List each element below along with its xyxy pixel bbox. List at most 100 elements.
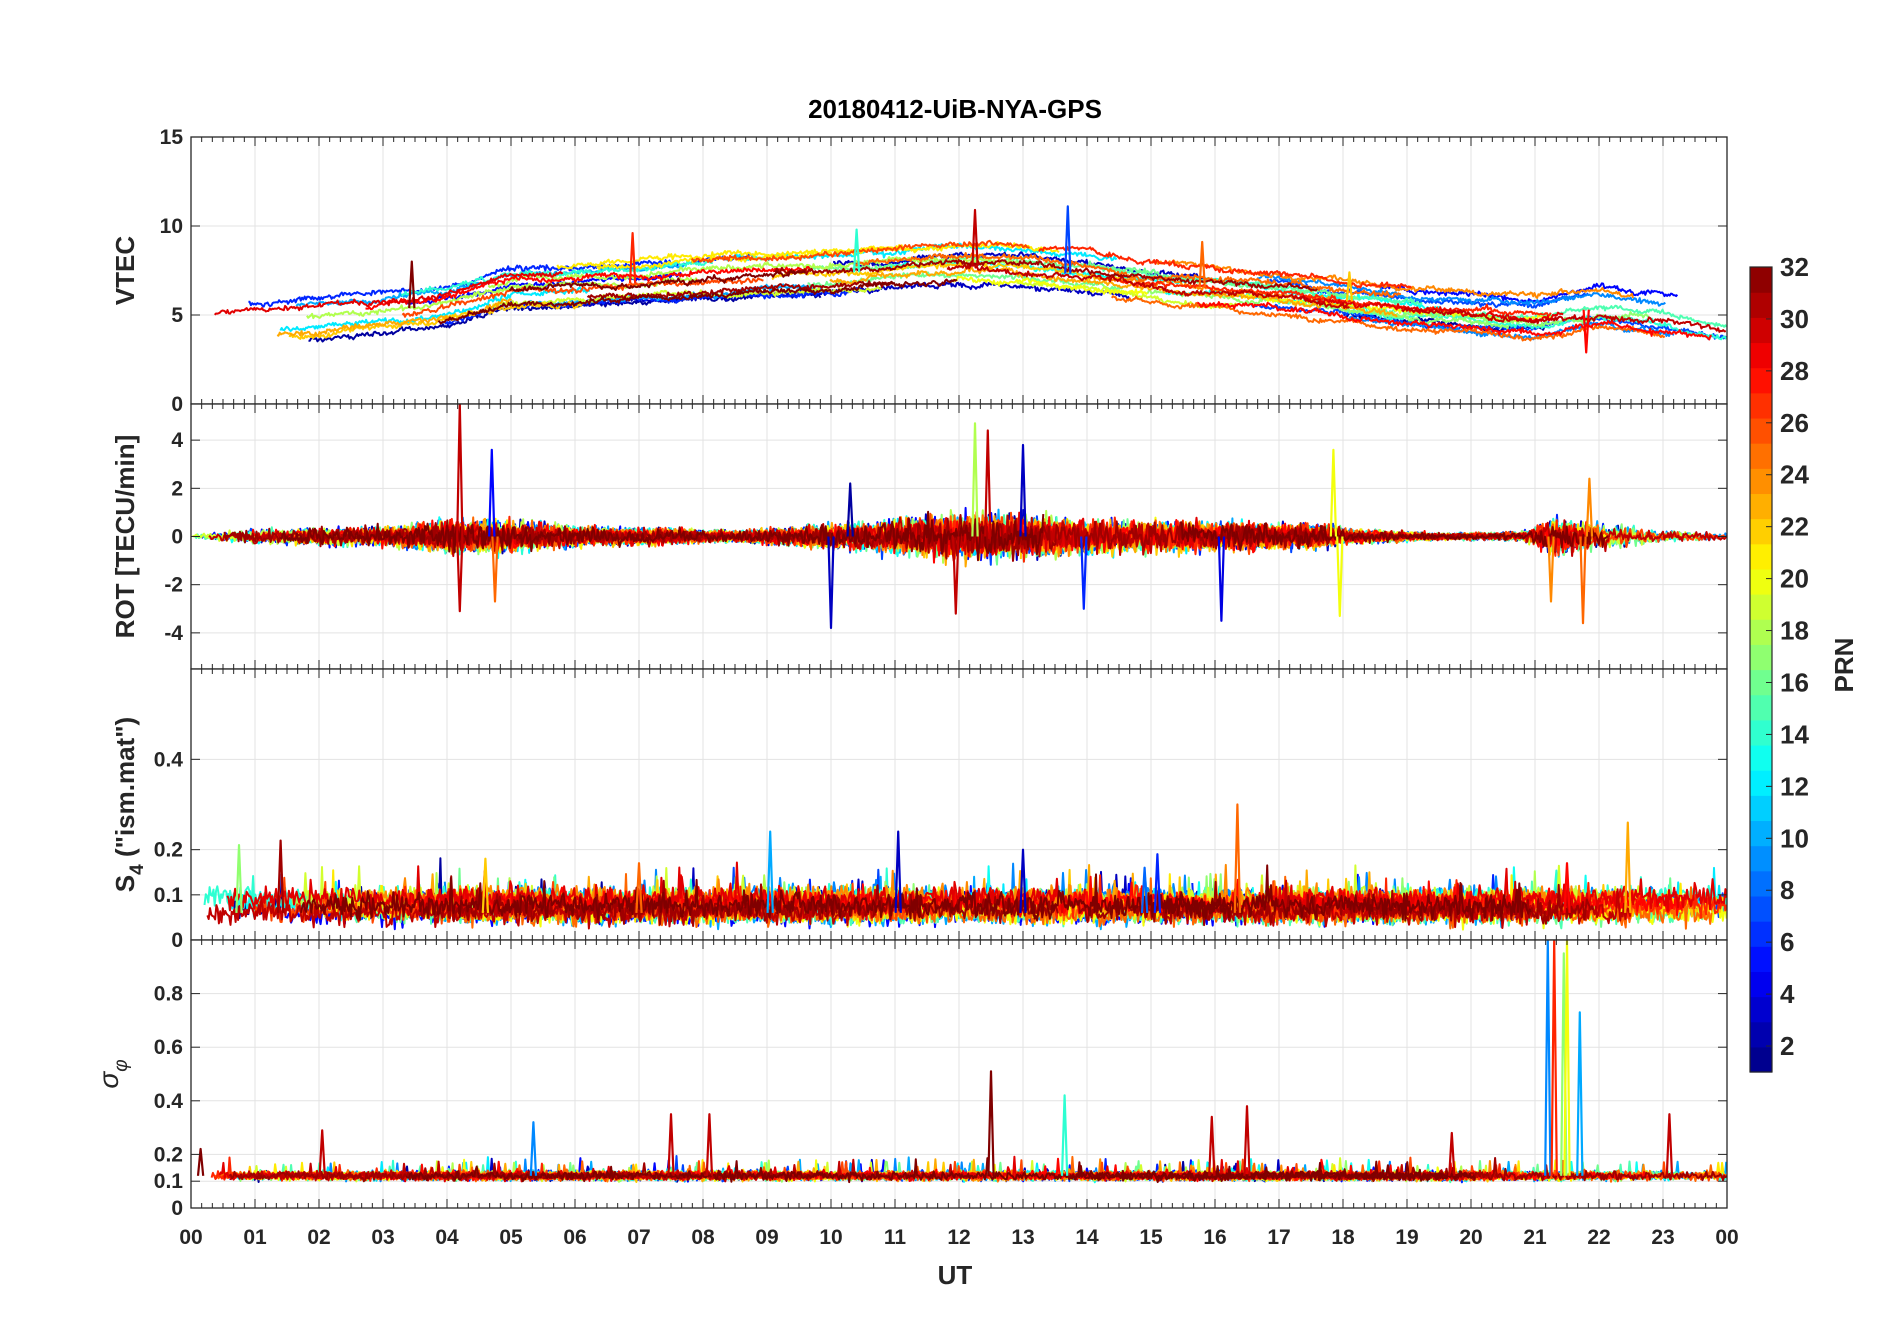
spike-prn-30 [705, 1113, 714, 1176]
colorbar-swatch [1750, 870, 1772, 897]
panel-sigma: 0 0.1 0.2 0.4 0.6 0.8 σφ [93, 939, 1728, 1220]
spike-prn-30 [952, 536, 960, 615]
spikes-sigma [196, 940, 1674, 1176]
colorbar-swatch [1750, 921, 1772, 947]
colorbar-swatch [1750, 367, 1772, 394]
spike-prn-3 [1019, 848, 1027, 913]
colorbar-swatch [1750, 669, 1772, 696]
y-tick-label: 0.8 [154, 983, 184, 1006]
colorbar-swatch [1750, 770, 1772, 796]
series-prn-32 [279, 510, 1045, 562]
spike-prn-30 [318, 1129, 326, 1176]
x-tick-label: 07 [627, 1226, 650, 1249]
colorbar-swatch [1750, 619, 1772, 645]
x-tick-label: 09 [755, 1226, 778, 1249]
colorbar-tick-label: 4 [1780, 979, 1795, 1009]
x-tick-label: 20 [1459, 1226, 1482, 1249]
colorbar-swatch [1750, 845, 1772, 872]
series-group-rot [191, 506, 1727, 568]
spike-prn-3 [827, 536, 835, 630]
spike-prn-18 [971, 422, 979, 537]
spike-prn-32 [196, 1147, 205, 1176]
series-prn-32 [1070, 1160, 1476, 1182]
series-group-sigma [210, 1155, 1727, 1184]
panel-rot: -4 -2 0 2 4 ROT [TECU/min] [110, 403, 1728, 670]
y-tick-label: 0.4 [154, 748, 184, 771]
spike-prn-32 [987, 1070, 995, 1176]
colorbar-swatch [1750, 518, 1772, 545]
colorbar-tick-label: 30 [1780, 304, 1809, 334]
panel-vtec: 0 5 10 15 VTEC [110, 126, 1728, 416]
spike-prn-25 [635, 862, 643, 913]
x-tick-label: 04 [435, 1226, 459, 1249]
series-prn-28 [365, 266, 812, 311]
series-prn-32 [437, 278, 958, 325]
colorbar-tick-label: 24 [1780, 460, 1809, 490]
colorbar-swatch [1750, 443, 1772, 469]
series-prn-31 [773, 259, 1318, 292]
spike-prn-20 [1563, 940, 1571, 1176]
spike-prn-20 [1336, 536, 1344, 618]
x-ticks-s4 [190, 669, 1728, 940]
colorbar-frame [1749, 266, 1773, 1073]
x-tick-label: 10 [819, 1226, 842, 1249]
x-tick-label: 23 [1651, 1226, 1674, 1249]
colorbar-swatch [1750, 292, 1772, 318]
spike-prn-10 [766, 830, 774, 913]
spike-prn-30 [456, 536, 464, 613]
y-tick-label: 0 [171, 929, 183, 952]
y-tick-label: 2 [171, 477, 183, 500]
y-axis-label-rest: ("ism.mat") [110, 717, 140, 864]
spike-prn-14 [852, 228, 861, 273]
spike-prn-22 [481, 857, 490, 913]
colorbar-label: PRN [1829, 638, 1859, 693]
y-tick-label: 0 [171, 1197, 183, 1220]
series-prn-20 [952, 275, 1149, 296]
x-tick-label: 18 [1331, 1226, 1355, 1249]
y-axis-label-sub: φ [111, 1059, 132, 1071]
y-tick-label: 0.1 [154, 884, 184, 907]
colorbar-tick-label: 6 [1780, 927, 1794, 957]
series-prn-32 [405, 1157, 1469, 1184]
spike-prn-20 [1329, 448, 1338, 537]
colorbar-tick-label: 8 [1780, 875, 1794, 905]
series-prn-32 [1180, 521, 1609, 552]
x-tick-label: 08 [691, 1226, 715, 1249]
series-prn-14 [1346, 308, 1727, 341]
figure-title: 20180412-UiB-NYA-GPS [808, 94, 1102, 124]
y-tick-label: 0.6 [154, 1036, 183, 1059]
y-axis-label-main: S [110, 875, 140, 892]
panel-s4: 0 0.1 0.2 0.4 S4 ("ism.mat") [110, 668, 1728, 952]
colorbar-swatch [1750, 719, 1772, 746]
series-prn-32 [508, 268, 806, 293]
spike-prn-2 [846, 482, 854, 537]
x-tick-label: 17 [1267, 1226, 1290, 1249]
spike-prn-22 [1345, 271, 1354, 302]
grid-sigma [191, 940, 1727, 1209]
spike-prn-30 [984, 429, 992, 537]
spike-prn-23 [1624, 821, 1632, 913]
colorbar-tick-label: 12 [1780, 771, 1809, 801]
y-axis-label-rot: ROT [TECU/min] [110, 435, 140, 639]
y-tick-label: 5 [171, 304, 183, 327]
colorbar-tick-label: 22 [1780, 512, 1809, 542]
colorbar-swatch [1750, 971, 1772, 998]
x-axis-label: UT [938, 1260, 973, 1290]
y-axis-label-sub: 4 [127, 864, 148, 875]
colorbar-swatch [1750, 392, 1772, 419]
spike-prn-28 [1563, 862, 1571, 913]
spike-prn-7 [1064, 205, 1072, 274]
series-prn-23 [829, 266, 1398, 318]
y-tick-label: 15 [160, 126, 184, 149]
spike-prn-6 [1153, 853, 1162, 913]
series-prn-32 [300, 873, 1232, 922]
colorbar-swatch [1750, 468, 1772, 495]
colorbar-swatch [1750, 820, 1772, 847]
y-axis-label-vtec: VTEC [110, 236, 140, 306]
spike-prn-31 [276, 839, 285, 913]
spike-prn-8 [1140, 866, 1149, 913]
series-prn-30 [1401, 307, 1727, 333]
x-tick-label: 13 [1011, 1226, 1034, 1249]
